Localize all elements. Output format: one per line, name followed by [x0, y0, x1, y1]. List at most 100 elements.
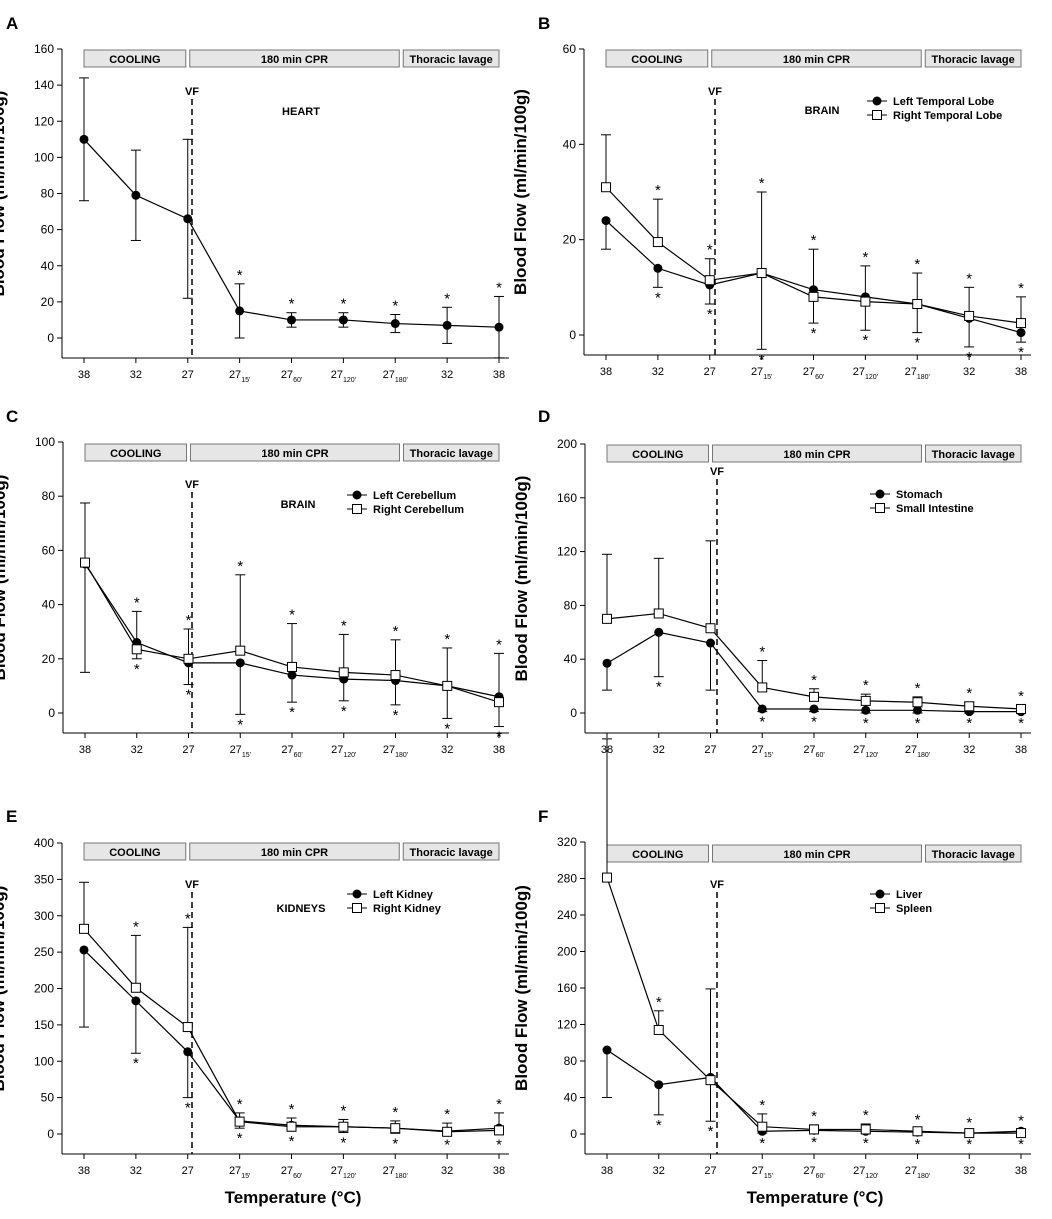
data-point-open — [390, 670, 401, 681]
data-point-open — [442, 1126, 453, 1137]
y-tick-label: 160 — [557, 981, 577, 995]
phase-label: COOLING — [110, 448, 161, 460]
organ-title: BRAIN — [805, 105, 840, 117]
phase-band — [925, 844, 1022, 863]
data-point-open — [235, 645, 246, 656]
x-tick-label: 27120' — [853, 366, 878, 381]
x-tick-label: 38 — [600, 366, 612, 378]
x-tick-label: 38 — [493, 369, 505, 381]
phase-label: COOLING — [632, 849, 683, 861]
significance-star: * — [289, 704, 295, 721]
x-tick-label: 27180' — [905, 366, 930, 381]
phase-band — [83, 842, 187, 861]
y-tick-label: 60 — [42, 543, 56, 557]
phase-label: COOLING — [631, 54, 682, 66]
y-tick-label: 0 — [570, 1127, 577, 1141]
data-point-open — [809, 691, 819, 702]
phase-band — [605, 49, 709, 68]
data-point-open — [287, 661, 297, 672]
x-tick-label: 2760' — [281, 744, 302, 759]
significance-star: * — [811, 325, 817, 342]
panel-a: A Blood Flow (ml/min/100g) 0 20 40 60 80 100 120… — [0, 14, 509, 384]
x-tick-label: 2715' — [229, 369, 250, 384]
data-point-open — [705, 1075, 716, 1086]
panel-letter: C — [6, 407, 18, 426]
significance-star: * — [707, 306, 713, 323]
x-axis-label: Temperature (°C) — [225, 1188, 362, 1207]
data-point-filled — [131, 190, 141, 200]
x-tick-label: 2760' — [281, 1165, 302, 1180]
y-tick-label: 40 — [564, 652, 578, 666]
phase-label: 180 min CPR — [783, 849, 850, 861]
y-tick-label: 140 — [34, 78, 54, 92]
legend-marker — [352, 889, 362, 899]
data-point-open — [602, 872, 612, 883]
significance-star: * — [811, 232, 817, 249]
panel-b: B Blood Flow (ml/min/100g) 0 20 40 60 38 32 27 27… — [511, 14, 1031, 381]
y-tick-label: 80 — [564, 1054, 578, 1068]
x-tick-label: 38 — [1015, 744, 1027, 756]
x-tick-label: 27 — [182, 744, 194, 756]
x-tick-label: 38 — [79, 744, 91, 756]
significance-star: * — [185, 1100, 191, 1117]
y-axis-label: Blood Flow (ml/min/100g) — [0, 91, 8, 297]
data-point-filled — [706, 638, 715, 648]
significance-star: * — [134, 661, 140, 678]
significance-star: * — [444, 1106, 450, 1123]
panel-letter: A — [6, 14, 18, 33]
data-point-filled — [131, 996, 141, 1006]
panel-letter: D — [538, 407, 550, 426]
data-point-filled — [601, 216, 611, 226]
x-tick-label: 27180' — [905, 744, 930, 759]
significance-star: * — [133, 1055, 139, 1072]
y-tick-label: 40 — [42, 598, 56, 612]
panel-letter: F — [538, 807, 548, 826]
x-tick-label: 2760' — [803, 366, 824, 381]
data-point-filled — [79, 134, 89, 144]
data-point-open — [182, 1022, 193, 1033]
phase-label: Thoracic lavage — [410, 448, 493, 460]
data-point-open — [390, 1123, 401, 1134]
significance-star: * — [656, 1117, 662, 1134]
x-tick-label: 27 — [182, 1165, 194, 1177]
data-point-filled — [1016, 328, 1026, 338]
phase-band — [925, 444, 1022, 463]
y-tick-label: 400 — [34, 836, 54, 850]
significance-star: * — [393, 623, 399, 640]
data-point-filled — [602, 658, 612, 668]
data-point-open — [912, 697, 923, 708]
panel-f: F Blood Flow (ml/min/100g) 0 40 80 120 160 200 2… — [512, 738, 1031, 1180]
significance-star: * — [656, 994, 662, 1011]
significance-star: * — [289, 296, 295, 313]
legend-label: Stomach — [896, 489, 943, 501]
significance-star: * — [340, 1102, 346, 1119]
vf-label: VF — [185, 479, 199, 491]
phase-label: COOLING — [109, 54, 160, 66]
y-tick-label: 150 — [34, 1018, 54, 1032]
legend-label: Left Cerebellum — [373, 490, 456, 502]
data-point-filled — [653, 263, 663, 273]
significance-star: * — [134, 594, 140, 611]
y-axis-label: Blood Flow (ml/min/100g) — [0, 886, 8, 1092]
panel-letter: B — [538, 14, 550, 33]
significance-star: * — [496, 1096, 502, 1113]
legend-marker — [875, 489, 885, 499]
significance-star: * — [862, 249, 868, 266]
x-tick-label: 2715' — [752, 1165, 773, 1180]
significance-star: * — [863, 715, 869, 732]
y-tick-label: 40 — [41, 259, 55, 273]
data-point-open — [860, 296, 871, 307]
phase-label: 180 min CPR — [783, 54, 850, 66]
y-tick-label: 100 — [34, 150, 54, 164]
data-point-filled — [183, 214, 193, 224]
legend-label: Left Kidney — [373, 889, 434, 901]
significance-star: * — [655, 289, 661, 306]
data-point-filled — [654, 627, 664, 637]
vf-label: VF — [185, 879, 199, 891]
y-axis-label: Blood Flow (ml/min/100g) — [512, 476, 531, 682]
y-tick-label: 80 — [564, 598, 578, 612]
y-tick-label: 60 — [563, 42, 577, 56]
x-tick-label: 2760' — [281, 369, 302, 384]
significance-star: * — [289, 607, 295, 624]
panel-d: D Blood Flow (ml/min/100g) 0 40 80 120 160 200 3… — [512, 407, 1031, 759]
